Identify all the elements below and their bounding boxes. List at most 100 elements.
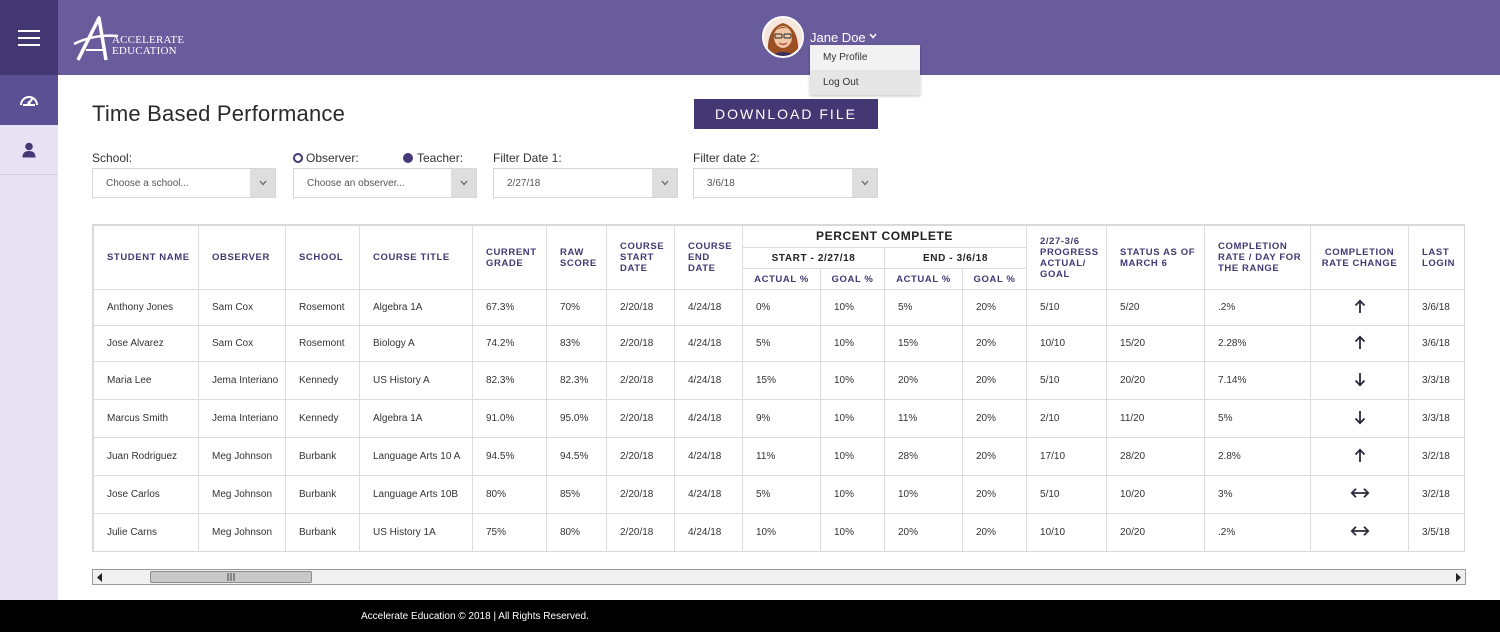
cell-raw-score: 80% bbox=[546, 513, 607, 551]
chevron-down-icon[interactable] bbox=[869, 33, 877, 39]
column-header-student-name[interactable]: STUDENT NAME bbox=[93, 225, 199, 290]
cell-end-goal: 20% bbox=[961, 361, 1028, 400]
cell-student-name: Jose Carlos bbox=[93, 475, 199, 514]
cell-course-start: 2/20/18 bbox=[606, 325, 675, 362]
column-header-status[interactable]: STATUS AS OF MARCH 6 bbox=[1106, 225, 1206, 290]
cell-course-title: Biology A bbox=[359, 325, 473, 362]
download-file-button[interactable]: DOWNLOAD FILE bbox=[694, 99, 878, 129]
school-filter-label: School: bbox=[92, 151, 133, 165]
column-header-last-login[interactable]: LAST LOGIN bbox=[1408, 225, 1464, 290]
cell-current-grade: 82.3% bbox=[472, 361, 547, 400]
select-toggle[interactable] bbox=[652, 169, 677, 197]
cell-course-end: 4/24/18 bbox=[674, 361, 743, 400]
menu-item-log-out[interactable]: Log Out bbox=[810, 70, 920, 95]
cell-current-grade: 67.3% bbox=[472, 289, 547, 326]
cell-status: 20/20 bbox=[1106, 513, 1206, 551]
table-row[interactable]: Maria Lee Jema Interiano Kennedy US History… bbox=[93, 361, 1464, 400]
cell-student-name: Anthony Jones bbox=[93, 289, 199, 326]
observer-radio[interactable] bbox=[293, 153, 303, 163]
filter-date-2-select[interactable]: 3/6/18 bbox=[693, 168, 878, 198]
sidebar-item-users[interactable] bbox=[0, 125, 58, 175]
cell-course-start: 2/20/18 bbox=[606, 289, 675, 326]
column-header-observer[interactable]: OBSERVER bbox=[198, 225, 286, 290]
cell-course-start: 2/20/18 bbox=[606, 399, 675, 438]
table-row[interactable]: Marcus Smith Jema Interiano Kennedy Algebra… bbox=[93, 399, 1464, 438]
cell-school: Burbank bbox=[285, 475, 360, 514]
top-header: ACCELERATE EDUCATION Jane Doe bbox=[58, 0, 1500, 75]
column-header-start-actual[interactable]: ACTUAL % bbox=[742, 268, 821, 290]
select-toggle[interactable] bbox=[250, 169, 275, 197]
table-row[interactable]: Jose Alvarez Sam Cox Rosemont Biology A 74.2… bbox=[93, 325, 1464, 362]
menu-toggle-button[interactable] bbox=[0, 0, 58, 75]
filter-date-1-select[interactable]: 2/27/18 bbox=[493, 168, 678, 198]
cell-observer: Jema Interiano bbox=[198, 361, 286, 400]
cell-start-actual: 5% bbox=[742, 325, 821, 362]
cell-start-actual: 9% bbox=[742, 399, 821, 438]
cell-last-login: 3/3/18 bbox=[1408, 399, 1464, 438]
brand-line-1: ACCELERATE bbox=[112, 34, 185, 46]
column-header-course-end-date[interactable]: COURSE END DATE bbox=[674, 225, 743, 290]
arrow-up-icon bbox=[1354, 298, 1365, 313]
chevron-down-icon bbox=[861, 180, 868, 186]
cell-completion-rate: 3% bbox=[1204, 475, 1312, 514]
select-toggle[interactable] bbox=[852, 169, 877, 197]
observer-select[interactable]: Choose an observer... bbox=[293, 168, 477, 198]
sidebar-item-dashboard[interactable] bbox=[0, 75, 58, 125]
cell-completion-rate-change bbox=[1310, 361, 1410, 400]
cell-raw-score: 94.5% bbox=[546, 437, 607, 476]
column-header-progress[interactable]: 2/27-3/6 PROGRESS ACTUAL/ GOAL bbox=[1026, 225, 1108, 290]
arrow-down-icon bbox=[1354, 372, 1365, 387]
horizontal-scrollbar[interactable] bbox=[92, 569, 1466, 585]
cell-course-end: 4/24/18 bbox=[674, 399, 743, 438]
column-header-end-actual[interactable]: ACTUAL % bbox=[884, 268, 963, 290]
cell-end-goal: 20% bbox=[961, 399, 1028, 438]
column-header-current-grade[interactable]: CURRENT GRADE bbox=[472, 225, 547, 290]
cell-observer: Sam Cox bbox=[198, 289, 286, 326]
cell-status: 10/20 bbox=[1106, 475, 1206, 514]
cell-school: Kennedy bbox=[285, 399, 360, 438]
cell-completion-rate-change bbox=[1310, 437, 1410, 476]
table-row[interactable]: Juan Rodriguez Meg Johnson Burbank Language… bbox=[93, 437, 1464, 476]
cell-course-end: 4/24/18 bbox=[674, 513, 743, 551]
cell-last-login: 3/3/18 bbox=[1408, 361, 1464, 400]
filter-date-1-label: Filter Date 1: bbox=[493, 151, 562, 165]
avatar[interactable] bbox=[762, 16, 804, 58]
brand-logo[interactable]: ACCELERATE EDUCATION bbox=[72, 14, 202, 62]
scroll-right-arrow[interactable] bbox=[1452, 570, 1464, 584]
sidebar bbox=[0, 0, 58, 600]
column-header-end-goal[interactable]: GOAL % bbox=[961, 268, 1028, 290]
cell-student-name: Jose Alvarez bbox=[93, 325, 199, 362]
scroll-left-arrow[interactable] bbox=[94, 570, 106, 584]
cell-end-actual: 11% bbox=[884, 399, 963, 438]
menu-item-my-profile[interactable]: My Profile bbox=[823, 52, 868, 63]
table-row[interactable]: Anthony Jones Sam Cox Rosemont Algebra 1A 67… bbox=[93, 289, 1464, 326]
column-header-course-title[interactable]: COURSE TITLE bbox=[359, 225, 473, 290]
cell-end-goal: 20% bbox=[961, 325, 1028, 362]
school-select[interactable]: Choose a school... bbox=[92, 168, 276, 198]
cell-current-grade: 75% bbox=[472, 513, 547, 551]
column-header-course-start-date[interactable]: COURSE START DATE bbox=[606, 225, 675, 290]
cell-school: Burbank bbox=[285, 513, 360, 551]
cell-course-title: Algebra 1A bbox=[359, 399, 473, 438]
column-header-completion-rate-change[interactable]: COMPLETION RATE CHANGE bbox=[1310, 225, 1410, 290]
column-header-school[interactable]: SCHOOL bbox=[285, 225, 360, 290]
cell-start-actual: 10% bbox=[742, 513, 821, 551]
user-name[interactable]: Jane Doe bbox=[810, 30, 866, 45]
teacher-radio[interactable] bbox=[403, 153, 413, 163]
select-toggle[interactable] bbox=[451, 169, 476, 197]
cell-course-start: 2/20/18 bbox=[606, 475, 675, 514]
cell-observer: Meg Johnson bbox=[198, 475, 286, 514]
column-header-completion-rate[interactable]: COMPLETION RATE / DAY FOR THE RANGE bbox=[1204, 225, 1312, 290]
cell-course-start: 2/20/18 bbox=[606, 437, 675, 476]
cell-progress: 5/10 bbox=[1026, 361, 1108, 400]
table-row[interactable]: Jose Carlos Meg Johnson Burbank Language Ar… bbox=[93, 475, 1464, 514]
cell-start-goal: 10% bbox=[820, 437, 885, 476]
brand-line-2: EDUCATION bbox=[112, 45, 177, 57]
column-subgroup-start: START - 2/27/18 bbox=[742, 247, 885, 269]
column-header-start-goal[interactable]: GOAL % bbox=[820, 268, 885, 290]
scrollbar-thumb[interactable] bbox=[150, 571, 312, 583]
cell-observer: Meg Johnson bbox=[198, 437, 286, 476]
filter-date-1-value: 2/27/18 bbox=[507, 178, 541, 189]
column-header-raw-score[interactable]: RAW SCORE bbox=[546, 225, 607, 290]
table-row[interactable]: Julie Carns Meg Johnson Burbank US History … bbox=[93, 513, 1464, 551]
